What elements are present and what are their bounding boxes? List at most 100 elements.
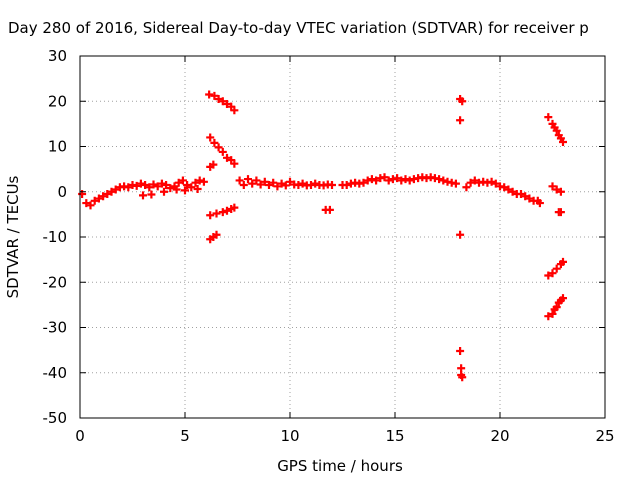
data-point <box>552 185 561 194</box>
data-point <box>458 373 467 382</box>
data-point <box>548 182 557 191</box>
data-point <box>544 312 553 321</box>
y-tick-label: 30 <box>48 47 67 65</box>
x-tick-label: 15 <box>385 427 404 445</box>
data-point <box>160 187 168 196</box>
data-point <box>559 294 567 303</box>
data-point <box>556 187 565 196</box>
data-point <box>214 143 223 152</box>
data-point <box>230 159 239 168</box>
data-point <box>212 230 221 239</box>
x-tick-labels: 0 5 10 15 20 25 <box>75 427 614 445</box>
data-point <box>456 230 465 239</box>
data-point <box>99 192 108 201</box>
data-point <box>132 181 141 190</box>
data-point <box>456 347 465 356</box>
data-point <box>78 190 87 199</box>
data-point <box>206 133 215 142</box>
data-point <box>153 182 162 191</box>
data-point <box>281 181 290 190</box>
data-point <box>82 199 91 208</box>
data-point <box>458 97 467 106</box>
y-tick-label: 20 <box>48 92 67 110</box>
data-point <box>269 178 278 187</box>
data-point <box>457 364 466 373</box>
data-point <box>307 180 315 189</box>
data-point <box>521 192 530 201</box>
y-tick-label: -20 <box>43 273 68 291</box>
data-point <box>363 176 372 185</box>
data-point <box>544 271 553 280</box>
data-series <box>78 90 567 382</box>
data-point <box>504 185 513 194</box>
data-point <box>181 186 189 195</box>
data-point <box>286 177 294 186</box>
data-point <box>149 180 158 189</box>
y-tick-label: -30 <box>43 319 68 337</box>
data-point <box>367 175 376 184</box>
data-point <box>178 176 187 185</box>
data-point <box>435 175 444 184</box>
data-point <box>548 269 557 278</box>
data-point <box>230 203 239 212</box>
data-point <box>393 174 402 183</box>
chart-title: Day 280 of 2016, Sidereal Day-to-day VTE… <box>8 19 589 37</box>
data-point <box>487 177 496 186</box>
data-point <box>218 97 227 106</box>
data-point <box>141 180 150 189</box>
data-point <box>372 176 381 185</box>
data-point <box>223 206 231 215</box>
plot-frame <box>79 55 606 419</box>
data-point <box>552 303 561 312</box>
axis-ticks <box>79 55 606 419</box>
data-point <box>298 179 307 188</box>
data-point <box>147 190 156 199</box>
data-point <box>470 176 479 185</box>
data-point <box>218 208 227 217</box>
y-tick-label: -40 <box>43 364 68 382</box>
x-axis-label: GPS time / hours <box>277 457 403 475</box>
data-point <box>277 179 286 188</box>
data-point <box>183 180 192 189</box>
data-point <box>103 190 112 199</box>
data-point <box>166 184 175 193</box>
data-point <box>325 205 334 214</box>
data-point <box>552 264 561 273</box>
data-point <box>552 126 561 135</box>
y-tick-label: -10 <box>43 228 68 246</box>
y-tick-label: -50 <box>43 409 68 427</box>
data-point <box>401 175 410 184</box>
data-point <box>195 176 204 185</box>
data-point <box>223 153 231 162</box>
data-point <box>210 91 219 100</box>
data-point <box>265 180 273 189</box>
data-point <box>230 106 239 115</box>
data-point <box>90 196 99 205</box>
data-point <box>439 176 448 185</box>
data-point <box>311 179 320 188</box>
x-tick-label: 5 <box>180 427 190 445</box>
data-point <box>174 178 183 187</box>
data-point <box>157 179 166 188</box>
data-point <box>517 190 525 199</box>
data-point <box>260 177 269 186</box>
data-point <box>508 187 517 196</box>
data-point <box>139 191 147 200</box>
x-tick-label: 10 <box>280 427 299 445</box>
data-point <box>239 180 248 189</box>
data-point <box>223 99 231 108</box>
data-point <box>94 194 103 203</box>
data-point <box>244 175 252 184</box>
data-point <box>248 179 257 188</box>
data-point <box>397 176 406 185</box>
data-point <box>210 138 219 147</box>
data-point <box>328 180 336 189</box>
grid-lines <box>80 56 605 418</box>
data-point <box>205 90 214 99</box>
data-point <box>206 211 215 220</box>
y-axis-label: SDTVAR / TECUs <box>4 175 22 298</box>
data-point <box>256 180 265 189</box>
data-point <box>124 183 133 192</box>
y-tick-label: 10 <box>48 138 67 156</box>
data-point <box>405 176 414 185</box>
